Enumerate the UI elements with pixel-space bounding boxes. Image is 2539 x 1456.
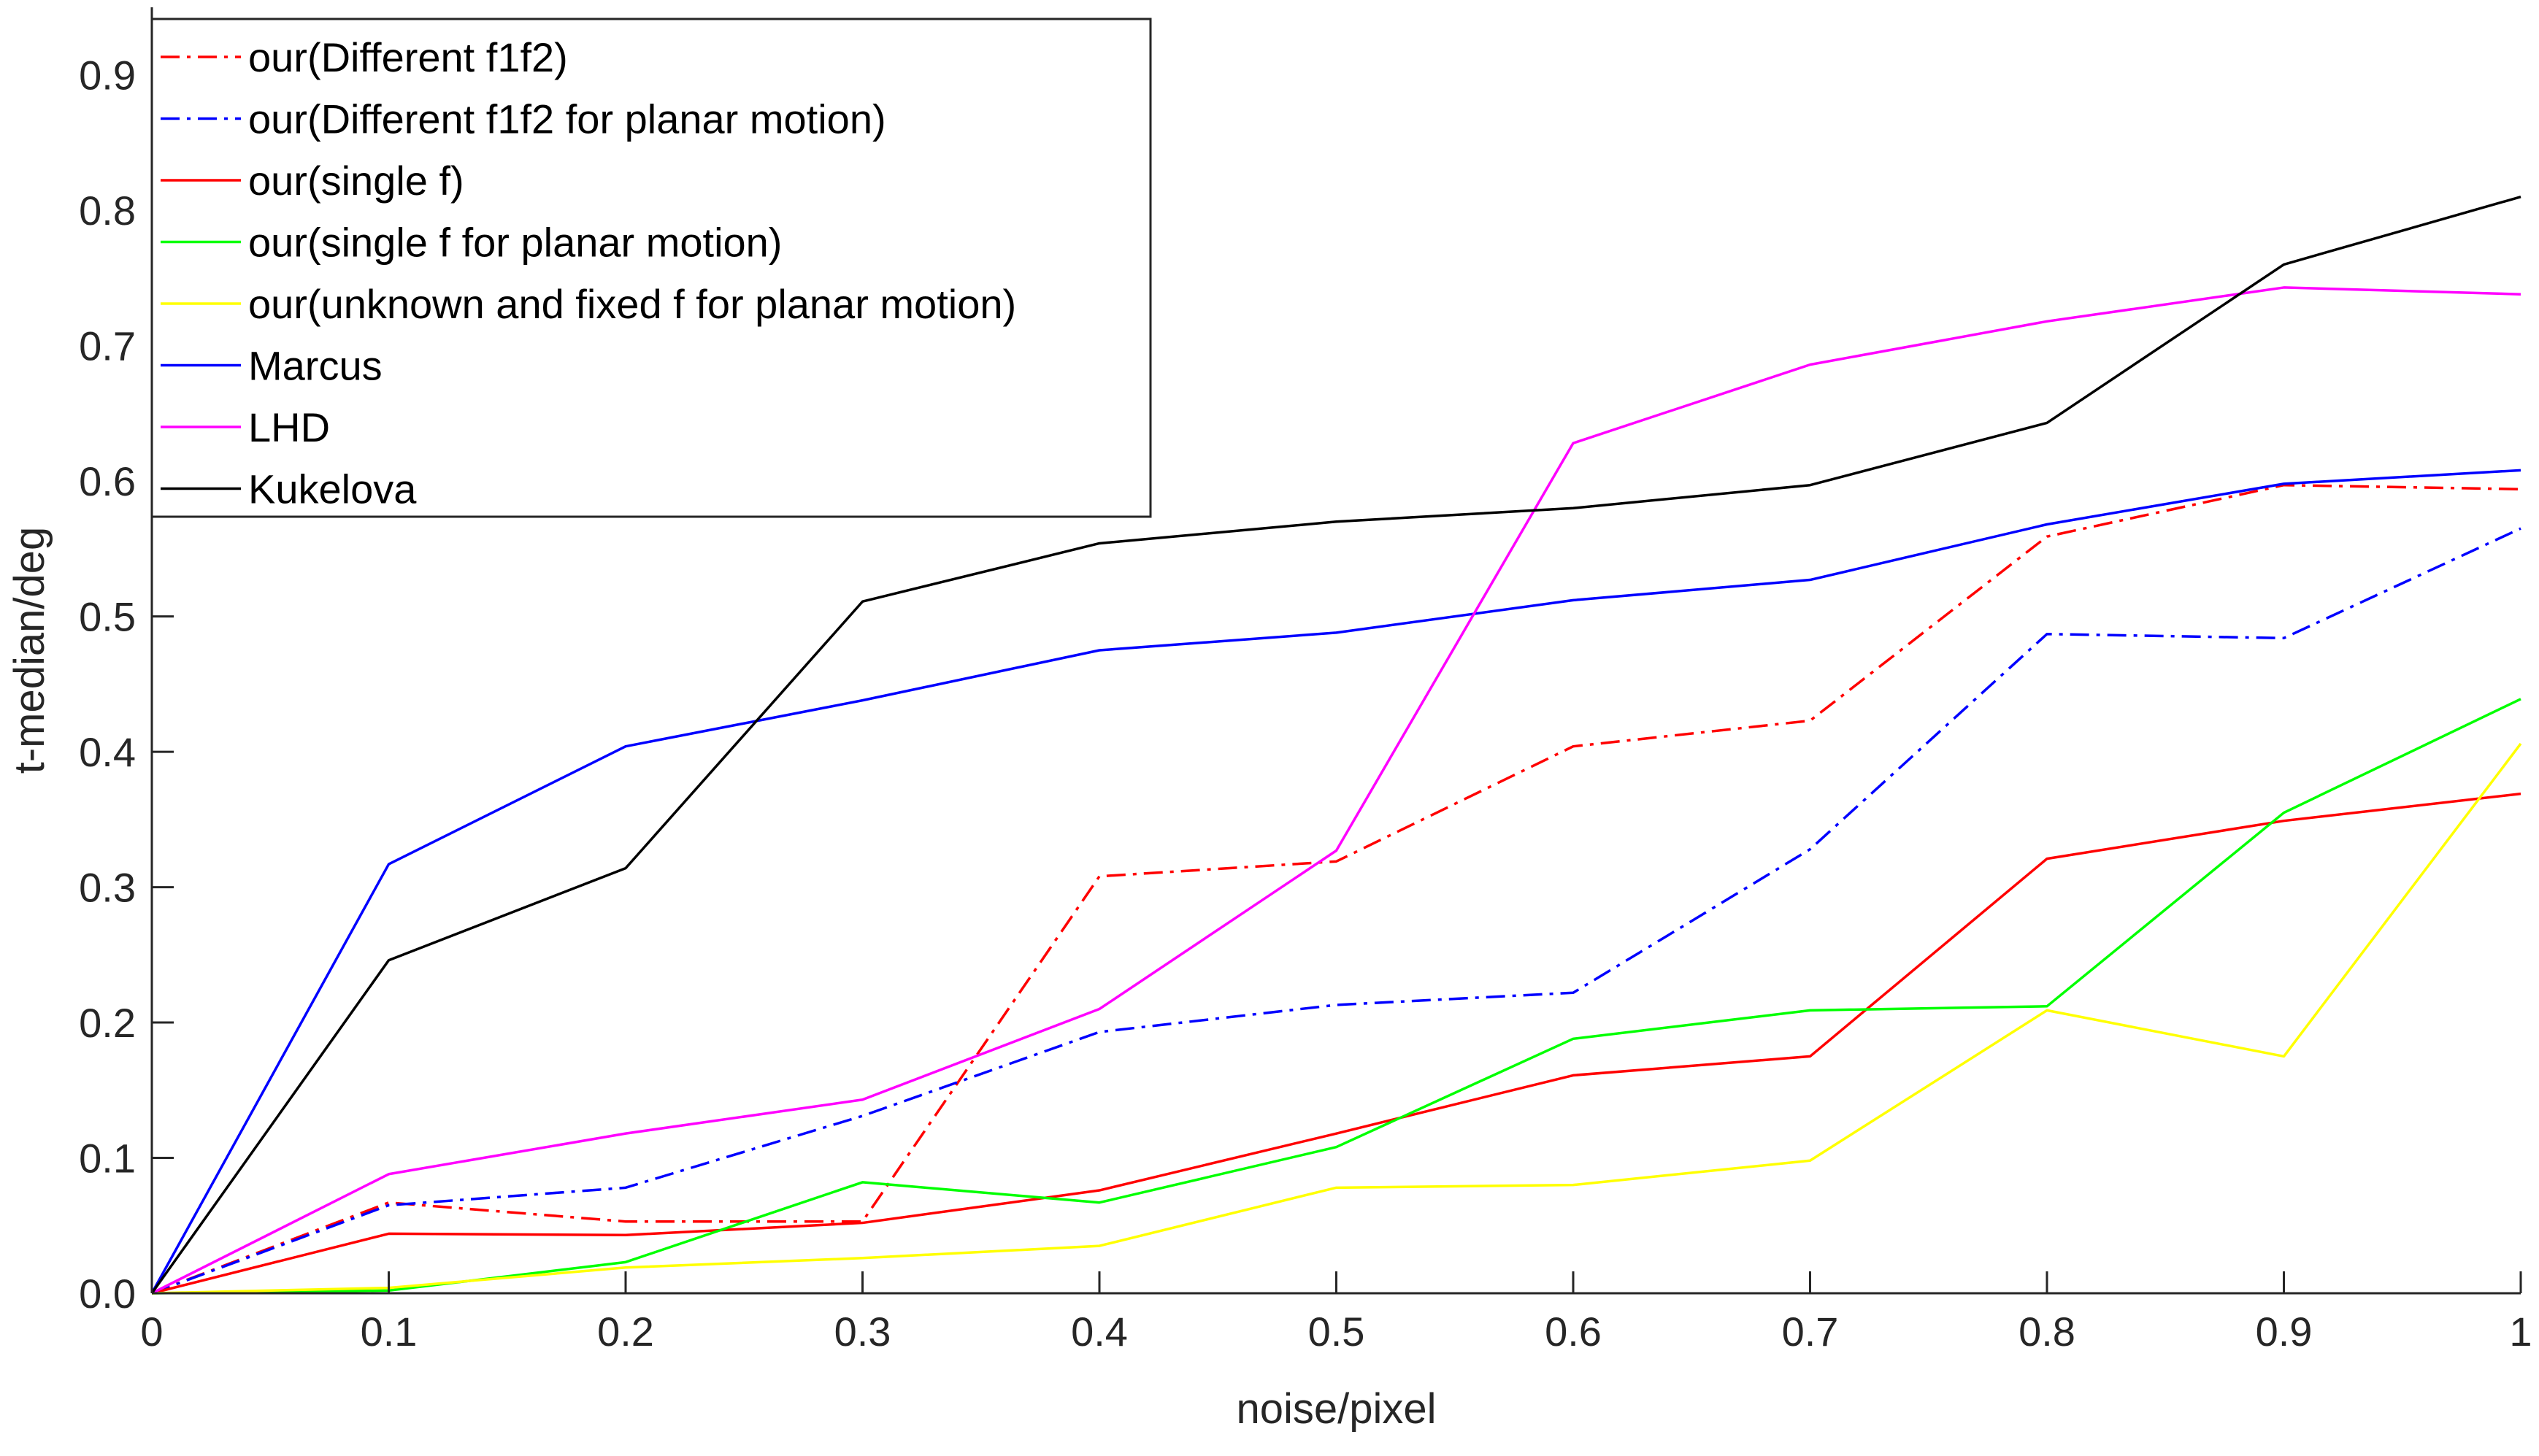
- series-line: [151, 527, 2521, 1295]
- legend-label: Marcus: [248, 343, 383, 389]
- series-line: [151, 483, 2521, 1295]
- y-tick-label: 0.9: [79, 53, 136, 99]
- x-tick-label: 1: [2509, 1309, 2532, 1355]
- series-line: [150, 195, 2521, 1295]
- y-tick-label: 0.0: [79, 1271, 136, 1317]
- x-tick-label: 0.3: [834, 1309, 891, 1355]
- series-line: [150, 469, 2521, 1294]
- legend-label: our(Different f1f2): [248, 34, 568, 80]
- y-ticks: 0.0 0.1 0.2 0.3 0.4 0.5 0.6 0.7 0.8 0.9: [79, 53, 174, 1317]
- x-tick-label: 0.7: [1782, 1309, 1839, 1355]
- legend-label: our(unknown and fixed f for planar motio…: [248, 281, 1016, 327]
- x-ticks: 0 0.1 0.2 0.3 0.4 0.5 0.6 0.7 0.8 0.9 1: [140, 1271, 2532, 1355]
- series-line: [151, 286, 2521, 1295]
- x-tick-label: 0: [140, 1309, 163, 1355]
- y-tick-label: 0.6: [79, 458, 136, 504]
- y-tick-label: 0.2: [79, 1000, 136, 1046]
- series-layer: [150, 195, 2522, 1295]
- x-tick-label: 0.4: [1071, 1309, 1128, 1355]
- y-tick-label: 0.8: [79, 188, 136, 234]
- y-tick-label: 0.5: [79, 594, 136, 640]
- series-line: [151, 792, 2521, 1295]
- legend: our(Different f1f2) our(Different f1f2 fo…: [150, 18, 1152, 518]
- x-tick-label: 0.2: [597, 1309, 654, 1355]
- series-line: [151, 698, 2521, 1295]
- y-tick-label: 0.1: [79, 1136, 136, 1182]
- y-tick-label: 0.4: [79, 729, 136, 775]
- x-tick-label: 0.5: [1308, 1309, 1365, 1355]
- x-tick-label: 0.8: [2018, 1309, 2075, 1355]
- legend-items: our(Different f1f2) our(Different f1f2 fo…: [161, 34, 1016, 512]
- x-tick-label: 0.1: [361, 1309, 418, 1355]
- x-axis-title: noise/pixel: [1236, 1385, 1436, 1433]
- x-tick-label: 0.6: [1545, 1309, 1602, 1355]
- legend-label: LHD: [248, 404, 330, 450]
- y-tick-label: 0.3: [79, 865, 136, 911]
- y-axis-title: t-median/deg: [6, 527, 53, 774]
- legend-label: our(single f): [248, 158, 464, 204]
- legend-label: Kukelova: [248, 466, 417, 512]
- legend-box: [150, 18, 1152, 518]
- series-line: [151, 742, 2522, 1295]
- legend-label: our(single f for planar motion): [248, 220, 782, 266]
- legend-label: our(Different f1f2 for planar motion): [248, 96, 886, 142]
- x-tick-label: 0.9: [2256, 1309, 2313, 1355]
- y-tick-label: 0.7: [79, 323, 136, 369]
